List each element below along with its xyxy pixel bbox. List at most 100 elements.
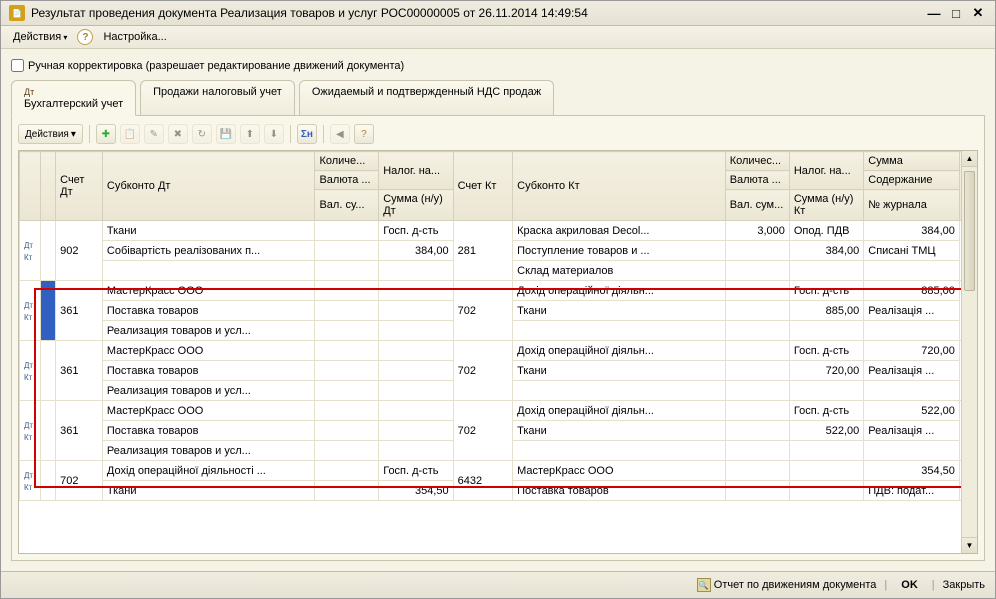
- actions-menu[interactable]: Действия ▾: [9, 29, 71, 45]
- tab-panel: Действия ▾ ✚ 📋 ✎ ✖ ↻ 💾 ⬆ ⬇ Σн ◀ ?: [11, 115, 985, 561]
- cell-blank: [725, 441, 789, 461]
- cell-schet-kt: 702: [453, 341, 513, 401]
- col-summa-nu-dt[interactable]: Сумма (н/у) Дт: [379, 190, 453, 221]
- scrollbar-vertical[interactable]: ▲ ▼: [961, 151, 977, 553]
- help-icon[interactable]: ?: [77, 29, 93, 45]
- separator: |: [884, 579, 887, 591]
- cell-subkonto-dt: Собівартість реалізованих п...: [102, 241, 315, 261]
- cell-nalog-kt: Опод. ПДВ: [789, 221, 863, 241]
- cell-subkonto-dt: Ткани: [102, 221, 315, 241]
- manual-correction-checkbox[interactable]: [11, 59, 24, 72]
- tab-expected-vat[interactable]: Ожидаемый и подтвержденный НДС продаж: [299, 80, 554, 116]
- scroll-down-icon[interactable]: ▼: [962, 537, 977, 553]
- col-valuta-dt[interactable]: Валюта ...: [315, 171, 379, 190]
- col-sel[interactable]: [41, 152, 56, 221]
- report-link[interactable]: 🔍 Отчет по движениям документа: [697, 578, 877, 592]
- edit-button[interactable]: ✎: [144, 124, 164, 144]
- settings-menu[interactable]: Настройка...: [99, 29, 170, 45]
- sum-button[interactable]: Σн: [297, 124, 317, 144]
- cell-summa-nu-dt: [379, 361, 453, 381]
- col-nalog-dt[interactable]: Налог. на...: [379, 152, 453, 190]
- cell-soderzh: Реалізація ...: [864, 361, 960, 381]
- cell-kolich-dt: [315, 421, 379, 441]
- cell-kolich-dt: [315, 281, 379, 301]
- table-row[interactable]: ДтКт702Дохід операційної діяльності ...Г…: [20, 461, 977, 481]
- delete-button[interactable]: ✖: [168, 124, 188, 144]
- down-button[interactable]: ⬇: [264, 124, 284, 144]
- cell-subkonto-kt: Ткани: [513, 301, 726, 321]
- cell-blank: [379, 261, 453, 281]
- cell-subkonto-kt: МастерКрасс ООО: [513, 461, 726, 481]
- up-button[interactable]: ⬆: [240, 124, 260, 144]
- copy-button[interactable]: 📋: [120, 124, 140, 144]
- cell-nalog-dt: Госп. д-сть: [379, 461, 453, 481]
- cell-kolich-dt: [315, 361, 379, 381]
- col-kolich-kt[interactable]: Количес...: [725, 152, 789, 171]
- cell-blank: [725, 241, 789, 261]
- doc-icon: 📄: [9, 5, 25, 21]
- row-selector[interactable]: [41, 401, 56, 461]
- col-schet-kt[interactable]: Счет Кт: [453, 152, 513, 221]
- close-button[interactable]: ✕: [969, 5, 987, 21]
- table-row[interactable]: ДтКт361МастерКрасс ООО702Дохід операційн…: [20, 281, 977, 301]
- col-summa-nu-kt[interactable]: Сумма (н/у) Кт: [789, 190, 863, 221]
- cell-blank: [379, 441, 453, 461]
- help-button[interactable]: ?: [354, 124, 374, 144]
- cell-subkonto-dt: Поставка товаров: [102, 421, 315, 441]
- grid-wrap: Счет Дт Субконто Дт Количе... Налог. на.…: [18, 150, 978, 554]
- row-selector[interactable]: [41, 461, 56, 501]
- cell-summa: 522,00: [864, 401, 960, 421]
- cell-summa-nu-kt: [789, 481, 863, 501]
- col-journal[interactable]: № журнала: [864, 190, 960, 221]
- cell-subkonto-kt: Поставка товаров: [513, 481, 726, 501]
- col-subkonto-dt[interactable]: Субконто Дт: [102, 152, 315, 221]
- accounting-grid[interactable]: Счет Дт Субконто Дт Количе... Налог. на.…: [19, 151, 977, 501]
- col-subkonto-kt[interactable]: Субконто Кт: [513, 152, 726, 221]
- add-button[interactable]: ✚: [96, 124, 116, 144]
- tab-accounting[interactable]: Дт Бухгалтерский учет: [11, 80, 136, 116]
- col-soderzh[interactable]: Содержание: [864, 171, 960, 190]
- col-valsum-kt[interactable]: Вал. сум...: [725, 190, 789, 221]
- save-button[interactable]: 💾: [216, 124, 236, 144]
- cell-summa-nu-kt: 720,00: [789, 361, 863, 381]
- refresh-button[interactable]: ↻: [192, 124, 212, 144]
- table-row[interactable]: ДтКт902ТканиГосп. д-сть281Краска акрилов…: [20, 221, 977, 241]
- row-type-icon: ДтКт: [20, 401, 41, 461]
- row-selector[interactable]: [41, 341, 56, 401]
- row-selector[interactable]: [41, 281, 56, 341]
- tab-sales-tax[interactable]: Продажи налоговый учет: [140, 80, 295, 116]
- col-icon[interactable]: [20, 152, 41, 221]
- cell-subkonto-dt: Реализация товаров и усл...: [102, 321, 315, 341]
- cell-nalog-kt: Госп. д-сть: [789, 281, 863, 301]
- ok-button[interactable]: OK: [895, 577, 924, 593]
- separator: |: [932, 579, 935, 591]
- table-row[interactable]: ДтКт361МастерКрасс ООО702Дохід операційн…: [20, 401, 977, 421]
- col-valuta-kt[interactable]: Валюта ...: [725, 171, 789, 190]
- toolbar-actions[interactable]: Действия ▾: [18, 124, 83, 144]
- cell-blank: [864, 261, 960, 281]
- cell-blank: [725, 361, 789, 381]
- cell-subkonto-dt: Реализация товаров и усл...: [102, 441, 315, 461]
- col-summa[interactable]: Сумма: [864, 152, 960, 171]
- minimize-button[interactable]: —: [925, 5, 943, 21]
- chevron-down-icon: ▾: [71, 129, 76, 140]
- col-kolich-dt[interactable]: Количе...: [315, 152, 379, 171]
- report-icon: 🔍: [697, 578, 711, 592]
- cell-blank: [379, 321, 453, 341]
- col-schet-dt[interactable]: Счет Дт: [56, 152, 103, 221]
- scroll-up-icon[interactable]: ▲: [962, 151, 977, 167]
- scroll-thumb[interactable]: [964, 171, 975, 291]
- cell-summa-nu-dt: 354,50: [379, 481, 453, 501]
- cell-blank: [864, 381, 960, 401]
- back-button[interactable]: ◀: [330, 124, 350, 144]
- cell-blank: [789, 441, 863, 461]
- cell-subkonto-dt: МастерКрасс ООО: [102, 281, 315, 301]
- col-nalog-kt[interactable]: Налог. на...: [789, 152, 863, 190]
- row-selector[interactable]: [41, 221, 56, 281]
- table-row[interactable]: ДтКт361МастерКрасс ООО702Дохід операційн…: [20, 341, 977, 361]
- cell-schet-kt: 281: [453, 221, 513, 281]
- maximize-button[interactable]: □: [947, 5, 965, 21]
- col-valsum-dt[interactable]: Вал. су...: [315, 190, 379, 221]
- cell-subkonto-kt: Ткани: [513, 421, 726, 441]
- close-link[interactable]: Закрыть: [943, 579, 985, 591]
